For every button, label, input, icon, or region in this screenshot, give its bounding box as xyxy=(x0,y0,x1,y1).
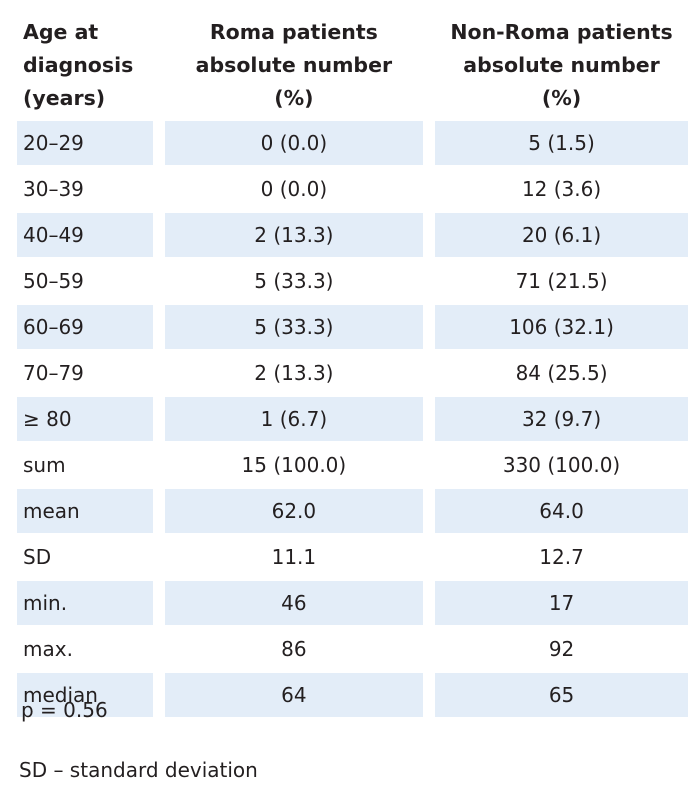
col-header-age-line: Age at xyxy=(23,20,99,44)
non-roma-cell: 12 (3.6) xyxy=(521,177,602,201)
age-cell: median xyxy=(17,673,153,717)
roma-cell: 62.0 xyxy=(164,489,424,533)
header-row: Age at diagnosis (years) Roma patients a… xyxy=(17,14,688,121)
table-row: SD 11.1 12.7 xyxy=(17,535,688,579)
col-header-non-roma-line: absolute number xyxy=(463,53,660,77)
roma-cell: 0 (0.0) xyxy=(260,177,328,201)
age-cell: 70–79 xyxy=(23,361,84,385)
age-cell: 60–69 xyxy=(17,305,153,349)
age-cell: sum xyxy=(23,453,66,477)
table-row: 60–69 5 (33.3) 106 (32.1) xyxy=(17,305,688,349)
age-cell: 20–29 xyxy=(17,121,153,165)
col-header-non-roma-line: (%) xyxy=(541,86,582,110)
col-header-roma: Roma patients absolute number (%) xyxy=(165,14,423,121)
table-row: 40–49 2 (13.3) 20 (6.1) xyxy=(17,213,688,257)
footnote-sd: SD – standard deviation xyxy=(19,758,258,782)
table-row: mean 62.0 64.0 xyxy=(17,489,688,533)
roma-cell: 1 (6.7) xyxy=(164,397,424,441)
table-row: ≥ 80 1 (6.7) 32 (9.7) xyxy=(17,397,688,441)
col-header-non-roma-line: Non-Roma patients xyxy=(450,20,673,44)
non-roma-cell: 17 xyxy=(435,581,688,625)
age-cell: 50–59 xyxy=(23,269,84,293)
table-row: 70–79 2 (13.3) 84 (25.5) xyxy=(17,351,688,395)
table-row: median 64 65 xyxy=(17,673,688,717)
non-roma-cell: 92 xyxy=(548,637,575,661)
col-header-roma-line: Roma patients xyxy=(209,20,378,44)
non-roma-cell: 65 xyxy=(435,673,688,717)
age-cell: 30–39 xyxy=(23,177,84,201)
age-distribution-table: Age at diagnosis (years) Roma patients a… xyxy=(17,14,688,717)
roma-cell: 5 (33.3) xyxy=(164,305,424,349)
non-roma-cell: 330 (100.0) xyxy=(502,453,621,477)
table-body: 20–29 0 (0.0) 5 (1.5) 30–39 0 (0.0) 12 (… xyxy=(17,121,688,717)
col-header-roma-line: (%) xyxy=(274,86,314,110)
roma-cell: 46 xyxy=(164,581,424,625)
non-roma-cell: 20 (6.1) xyxy=(435,213,688,257)
roma-cell: 86 xyxy=(281,637,307,661)
table-row: min. 46 17 xyxy=(17,581,688,625)
table-row: 30–39 0 (0.0) 12 (3.6) xyxy=(17,167,688,211)
col-header-age: Age at diagnosis (years) xyxy=(17,14,153,121)
age-cell: min. xyxy=(17,581,153,625)
col-header-age-line: diagnosis xyxy=(23,53,134,77)
col-header-age-line: (years) xyxy=(23,86,106,110)
table-row: 50–59 5 (33.3) 71 (21.5) xyxy=(17,259,688,303)
table-row: max. 86 92 xyxy=(17,627,688,671)
roma-cell: 64 xyxy=(164,673,424,717)
age-cell: mean xyxy=(17,489,153,533)
roma-cell: 2 (13.3) xyxy=(164,213,424,257)
non-roma-cell: 64.0 xyxy=(435,489,688,533)
non-roma-cell: 71 (21.5) xyxy=(515,269,608,293)
p-value-note: p = 0.56 xyxy=(21,698,108,722)
table-row: 20–29 0 (0.0) 5 (1.5) xyxy=(17,121,688,165)
roma-cell: 0 (0.0) xyxy=(164,121,424,165)
age-cell: SD xyxy=(23,545,52,569)
age-cell: max. xyxy=(23,637,73,661)
col-header-roma-line: absolute number xyxy=(195,53,393,77)
non-roma-cell: 12.7 xyxy=(539,545,584,569)
non-roma-cell: 84 (25.5) xyxy=(515,361,608,385)
col-header-non-roma: Non-Roma patients absolute number (%) xyxy=(435,14,688,121)
roma-cell: 15 (100.0) xyxy=(241,453,347,477)
age-cell: 40–49 xyxy=(17,213,153,257)
roma-cell: 5 (33.3) xyxy=(254,269,334,293)
non-roma-cell: 5 (1.5) xyxy=(435,121,688,165)
non-roma-cell: 32 (9.7) xyxy=(435,397,688,441)
roma-cell: 11.1 xyxy=(271,545,317,569)
non-roma-cell: 106 (32.1) xyxy=(435,305,688,349)
table-row: sum 15 (100.0) 330 (100.0) xyxy=(17,443,688,487)
age-cell: ≥ 80 xyxy=(17,397,153,441)
roma-cell: 2 (13.3) xyxy=(254,361,334,385)
